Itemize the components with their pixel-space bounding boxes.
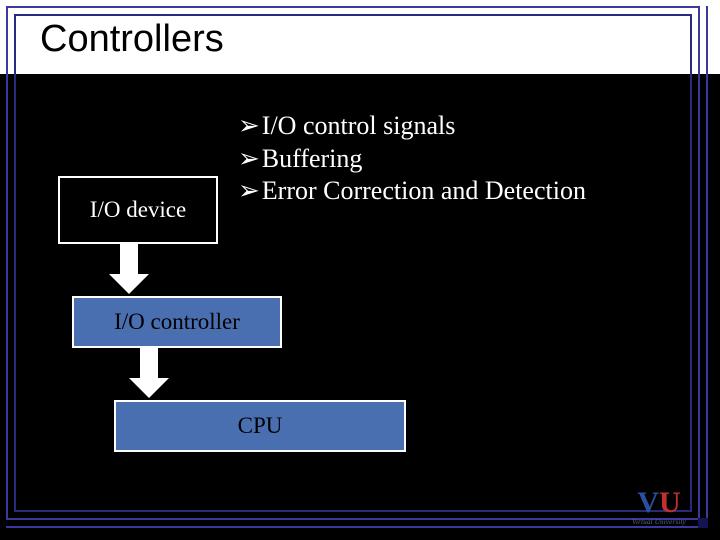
bullet-item: ➢Error Correction and Detection [238,175,586,208]
arrow-stem-icon [120,244,138,274]
slide-root: Controllers ➢I/O control signals ➢Buffer… [0,0,720,540]
arrow-stem-icon [140,348,158,378]
io-controller-box: I/O controller [72,296,282,348]
border-hline-bottom [6,526,700,528]
bullet-text: I/O control signals [262,111,456,140]
page-title: Controllers [40,18,224,61]
vu-logo: VU Virtual University [626,488,692,534]
bullet-item: ➢Buffering [238,143,586,176]
logo-v-letter: V [637,486,659,519]
logo-u-letter: U [659,486,681,519]
cpu-label: CPU [238,413,283,439]
bullet-text: Buffering [262,144,363,173]
cpu-box: CPU [114,400,406,452]
logo-subtitle: Virtual University [626,518,692,526]
arrow-head-icon [109,274,149,294]
border-vline-right [706,6,708,520]
bullet-arrow-icon: ➢ [238,111,260,140]
io-controller-label: I/O controller [114,309,240,335]
io-device-label: I/O device [90,197,186,223]
bullet-item: ➢I/O control signals [238,110,586,143]
bullet-arrow-icon: ➢ [238,176,260,205]
bullet-list: ➢I/O control signals ➢Buffering ➢Error C… [238,110,586,208]
bullet-text: Error Correction and Detection [262,176,586,205]
corner-square-icon [698,518,708,528]
io-device-box: I/O device [58,176,218,244]
bullet-arrow-icon: ➢ [238,144,260,173]
arrow-head-icon [129,378,169,398]
